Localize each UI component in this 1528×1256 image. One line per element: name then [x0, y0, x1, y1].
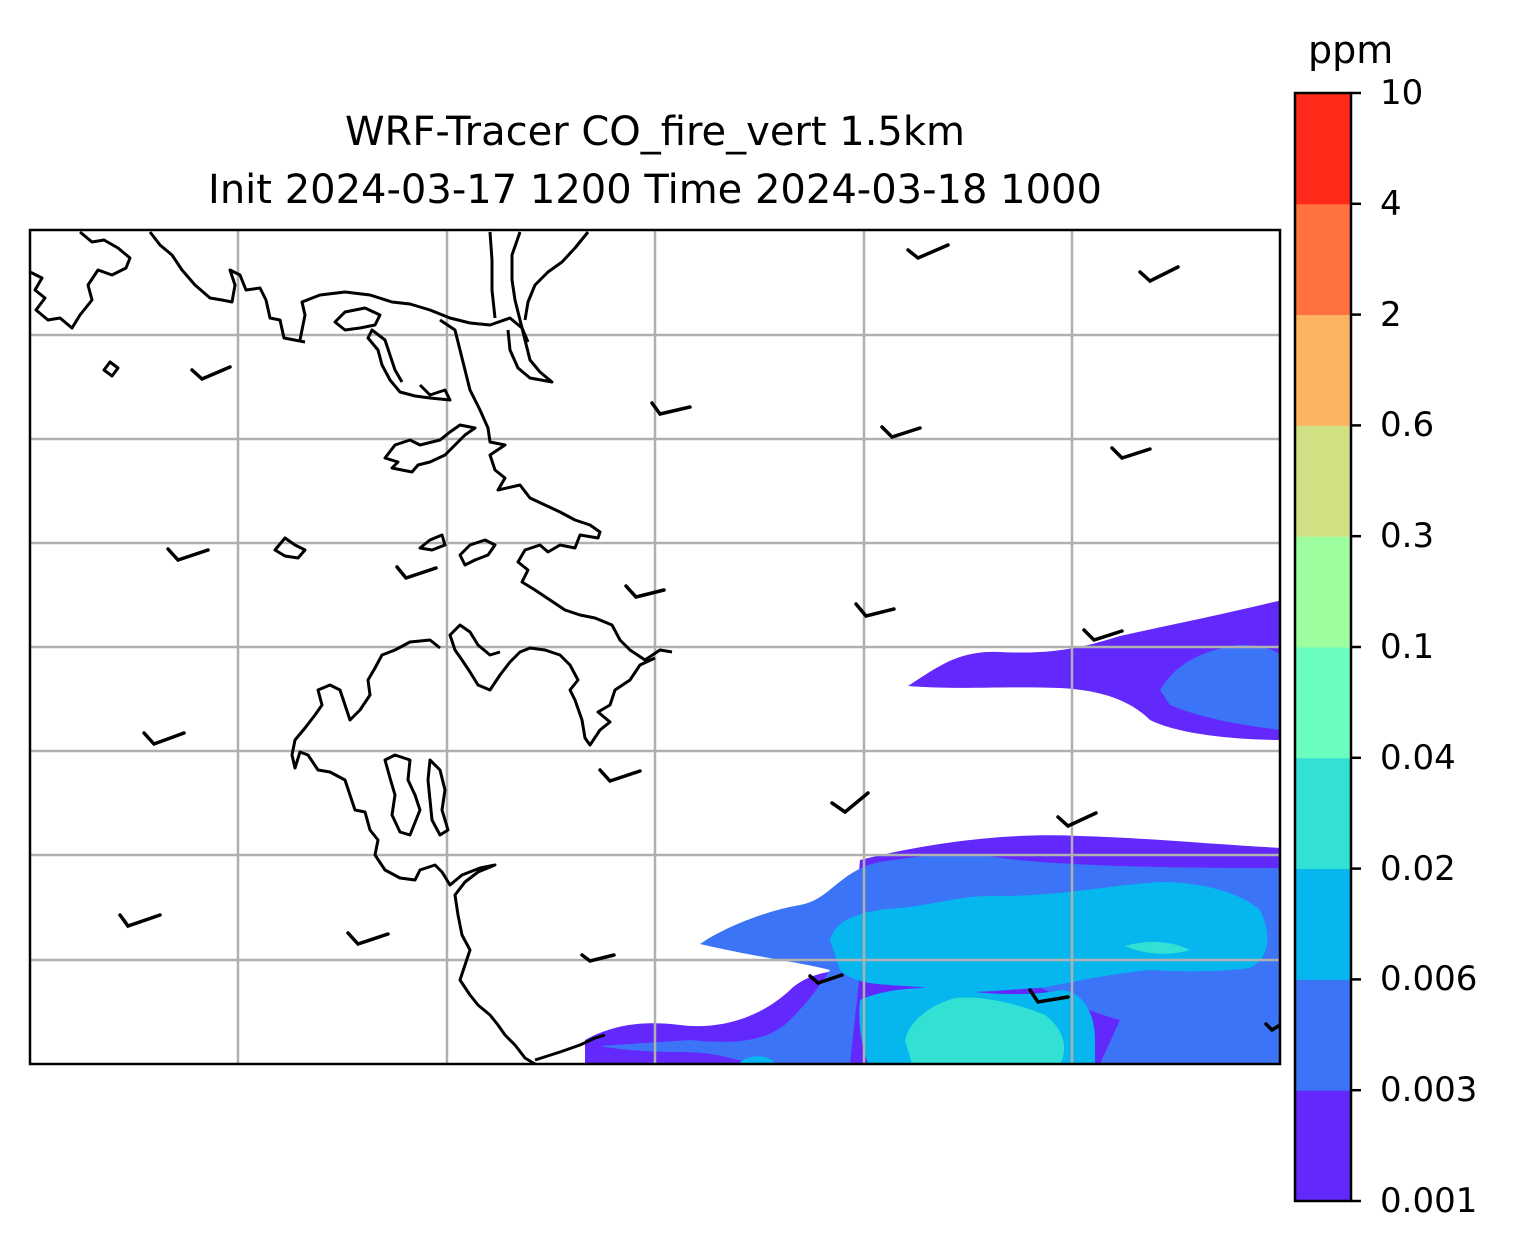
colorbar-tick-label: 0.003 [1380, 1070, 1478, 1111]
contour-0.003-upper [1160, 645, 1280, 730]
colorbar-swatch [1295, 425, 1351, 537]
wind-barb [118, 913, 162, 929]
colorbar-tick-label: 0.04 [1380, 737, 1456, 778]
colorbar-tick-label: 0.1 [1380, 627, 1435, 667]
colorbar-swatch [1295, 93, 1351, 205]
co-plume-upper [908, 600, 1280, 740]
colorbar-swatch [1295, 536, 1351, 648]
gridlines [30, 230, 1280, 1064]
map-frame [28, 228, 1282, 1066]
coastline [30, 230, 673, 1064]
wind-barbs [118, 243, 1280, 1033]
wind-barb [906, 243, 950, 261]
contour-0.02-lower-small [1125, 941, 1190, 954]
wind-barb [1056, 811, 1098, 829]
contour-0.006-lower-c [740, 1056, 775, 1064]
wind-barb [1082, 628, 1124, 642]
colorbar-tick-label: 0.3 [1380, 516, 1435, 557]
wind-barb [854, 602, 896, 618]
colorbar-swatch [1295, 979, 1351, 1091]
wind-barb [1138, 265, 1180, 284]
colorbar-swatch [1295, 868, 1351, 980]
wind-barb [808, 973, 844, 985]
wind-barb [190, 365, 232, 382]
wind-barb [650, 401, 692, 416]
wind-barb [1110, 446, 1152, 460]
colorbar-swatch [1295, 757, 1351, 870]
wind-barb [166, 547, 210, 563]
colorbar-unit-label: ppm [1308, 28, 1394, 72]
wind-barb [880, 425, 922, 439]
colorbar-swatch [1295, 203, 1351, 316]
colorbar [1295, 91, 1361, 1203]
wind-barb [1264, 1022, 1280, 1033]
wind-barb [598, 768, 642, 784]
colorbar-tick-label: 4 [1380, 183, 1402, 224]
colorbar-tick-label: 0.02 [1380, 848, 1456, 889]
wind-barb [346, 931, 390, 947]
map-panel [30, 230, 1280, 1064]
contour-0.02-lower [905, 997, 1065, 1064]
wind-barb [1028, 988, 1070, 1004]
colorbar-tick-label: 10 [1380, 73, 1424, 113]
colorbar-tick-label: 0.6 [1380, 405, 1435, 446]
wind-barb [142, 731, 186, 747]
chart-title-line1: WRF-Tracer CO_fire_vert 1.5km [344, 109, 966, 155]
wind-barb [580, 953, 616, 963]
colorbar-tick-label: 0.001 [1380, 1181, 1478, 1221]
wind-barb [624, 584, 666, 599]
wind-barb [395, 565, 438, 581]
colorbar-swatch [1295, 647, 1351, 759]
contour-0.006-lower [830, 882, 1268, 993]
colorbar-swatch [1295, 314, 1351, 426]
colorbar-tick-label: 2 [1380, 294, 1402, 335]
colorbar-swatch [1295, 1090, 1351, 1202]
chart-title-line2: Init 2024-03-17 1200 Time 2024-03-18 100… [208, 167, 1102, 213]
colorbar-tick-label: 0.006 [1380, 959, 1478, 1000]
wind-barb [830, 791, 870, 815]
colorbar-frame [1293, 91, 1353, 1203]
